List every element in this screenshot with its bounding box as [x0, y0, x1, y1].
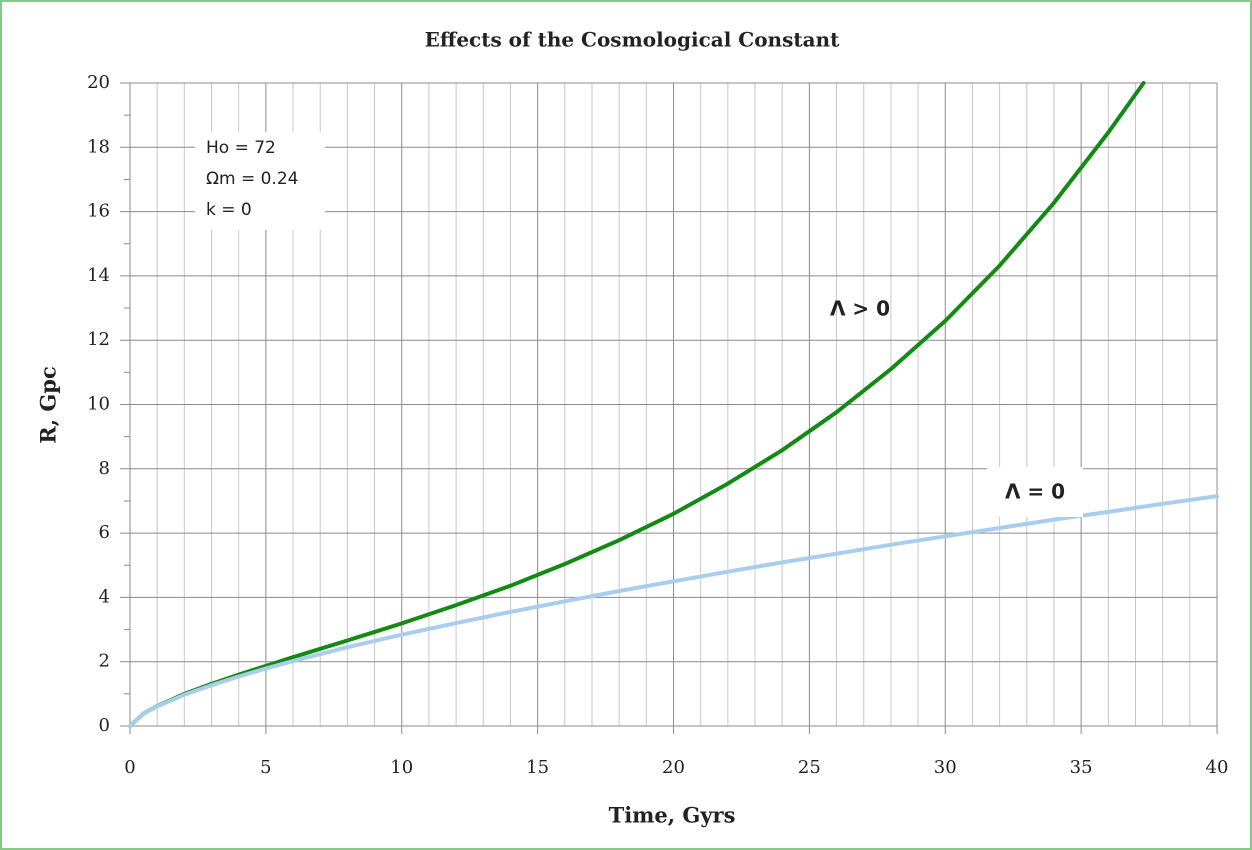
y-tick-label: 8 [99, 458, 110, 479]
x-axis-label: Time, Gyrs [609, 803, 736, 828]
x-tick-label: 5 [260, 757, 271, 778]
x-tick-label: 15 [526, 757, 549, 778]
y-tick-label: 20 [87, 72, 110, 93]
x-tick-label: 40 [1206, 757, 1229, 778]
y-axis-label: R, Gpc [36, 366, 61, 443]
annotation-box [195, 132, 325, 230]
annotation: Ωm = 0.24 [206, 169, 298, 189]
y-tick-label: 6 [99, 522, 110, 543]
y-tick-label: 0 [99, 715, 110, 736]
x-tick-label: 25 [798, 757, 821, 778]
y-tick-label: 10 [87, 394, 110, 415]
chart-title: Effects of the Cosmological Constant [425, 28, 840, 52]
x-tick-label: 35 [1070, 757, 1093, 778]
y-tick-label: 2 [99, 651, 110, 672]
data-line [128, 494, 1219, 728]
labels: 0 2 4 6 8 10 12 14 16 18 20 0 5 10 15 20 25 30 35 40 Λ > 0 Λ … [87, 72, 1228, 778]
series-label: Λ > 0 [830, 297, 890, 321]
series-label: Λ = 0 [1005, 480, 1065, 504]
x-tick-label: 0 [124, 757, 135, 778]
y-tick-label: 16 [87, 201, 110, 222]
annotation: k = 0 [206, 200, 252, 220]
x-tick-label: 10 [390, 757, 413, 778]
y-tick-label: 4 [99, 586, 110, 607]
x-tick-label: 30 [934, 757, 957, 778]
y-tick-label: 18 [87, 136, 110, 157]
y-tick-label: 12 [87, 329, 110, 350]
annotation: Ho = 72 [206, 138, 276, 158]
x-tick-label: 20 [662, 757, 685, 778]
lines [128, 81, 1219, 728]
label-background [987, 467, 1083, 517]
y-tick-label: 14 [87, 265, 110, 286]
